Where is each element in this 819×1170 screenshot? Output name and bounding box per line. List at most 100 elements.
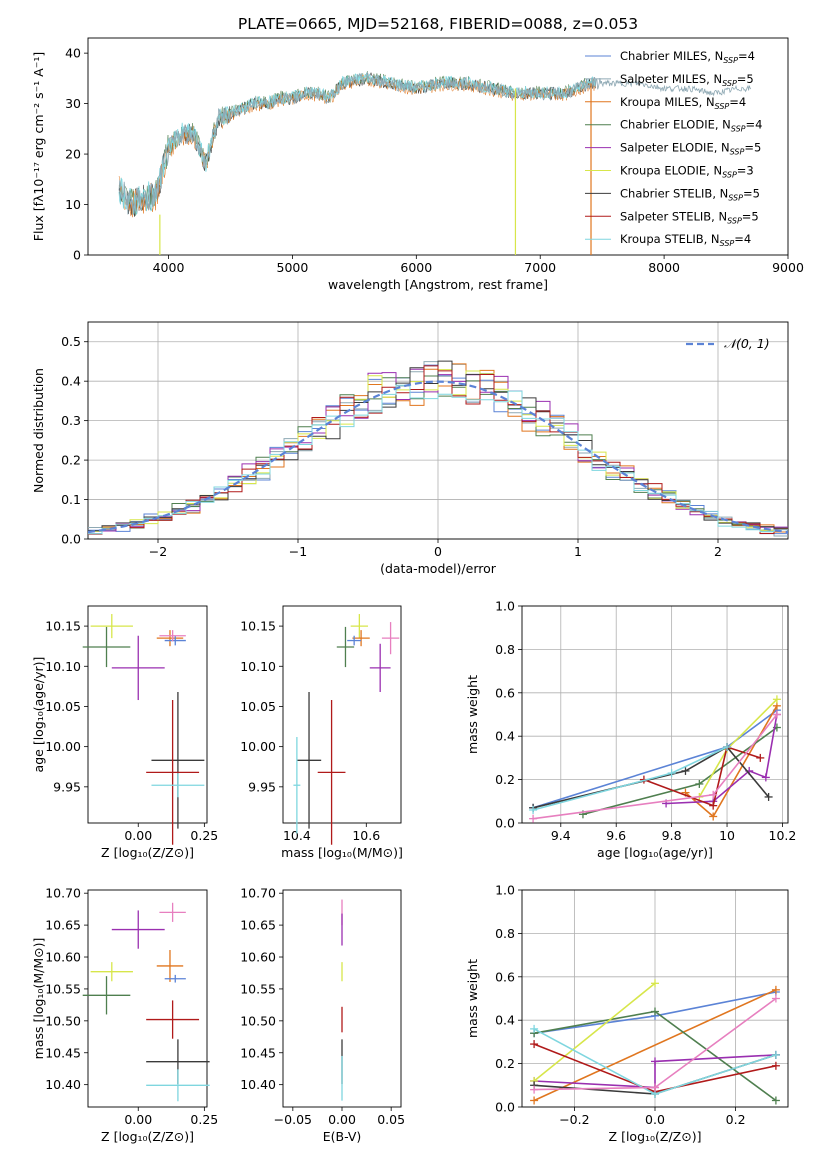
y-tick-label: 0.8 [495, 926, 515, 941]
y-tick-label: 0.0 [61, 532, 81, 547]
y-tick-label: 10.60 [45, 950, 81, 965]
axes-frame [87, 321, 789, 540]
x-tick-label: 4000 [153, 260, 185, 275]
y-axis-label: Normed distribution [31, 368, 46, 493]
x-tick-label: 0.25 [190, 828, 218, 843]
axes-frame [87, 605, 208, 824]
axes-frame [282, 605, 402, 824]
x-tick-label: 10.4 [283, 828, 311, 843]
x-tick-label: −0.2 [559, 1112, 589, 1127]
legend-entry: Chabrier STELIB, NSSP=5 [620, 186, 760, 202]
x-tick-label: 6000 [400, 260, 432, 275]
y-tick-label: 10.70 [240, 886, 276, 901]
y-tick-label: 10.65 [45, 918, 81, 933]
x-tick-label: 0.00 [328, 1112, 356, 1127]
x-tick-label: 9000 [772, 260, 804, 275]
x-tick-label: 0.00 [124, 1112, 152, 1127]
x-tick-label: 5000 [277, 260, 309, 275]
plot-layer: 4000 5000 6000 7000 8000 9000010203040wavelen… [31, 37, 804, 1144]
legend-entry: Chabrier MILES, NSSP=4 [620, 49, 755, 65]
x-tick-label: 0.2 [726, 1112, 746, 1127]
y-tick-label: 9.95 [248, 779, 276, 794]
histogram-step [88, 360, 788, 532]
age_vs_mass-panel: 10.4 10.6 9.95 10.00 10.05 10.10 10.15 mass [lo… [240, 605, 403, 860]
y-tick-label: 10.50 [240, 1013, 276, 1028]
y-axis-label: mass weight [465, 675, 480, 754]
y-tick-label: 1.0 [495, 599, 515, 614]
y-tick-label: 10.55 [240, 981, 276, 996]
y-tick-label: 0.1 [61, 492, 81, 507]
x-axis-label: E(B-V) [323, 1129, 362, 1144]
x-tick-label: 2 [714, 544, 722, 559]
y-tick-label: 0.4 [495, 1013, 515, 1028]
legend-entry: Salpeter MILES, NSSP=5 [620, 72, 754, 88]
x-tick-label: 7000 [524, 260, 556, 275]
y-tick-label: 10 [65, 197, 81, 212]
x-tick-label: 0.05 [377, 1112, 405, 1127]
x-axis-label: age [log₁₀(age/yr)] [597, 845, 713, 860]
y-axis-label: age [log₁₀(age/yr)] [31, 657, 46, 773]
y-tick-label: 0.3 [61, 413, 81, 428]
x-axis-label: Z [log₁₀(Z/Z⊙)] [101, 1129, 194, 1144]
y-tick-label: 0.4 [61, 374, 81, 389]
x-tick-label: 0 [434, 544, 442, 559]
x-tick-label: −1 [289, 544, 307, 559]
y-tick-label: 0.5 [61, 334, 81, 349]
weight-series-line [532, 714, 778, 820]
y-axis-label: Flux [fλ10⁻¹⁷ erg cm⁻² s⁻¹ A⁻¹] [31, 52, 46, 241]
x-tick-label: 8000 [648, 260, 680, 275]
mass_vs_ebv-panel: −0.05 0.00 0.05 10.40 10.45 10.50 10.55 10.60 10… [240, 886, 405, 1144]
x-axis-label: mass [log₁₀(M/M⊙)] [281, 845, 403, 860]
x-axis-label: Z [log₁₀(Z/Z⊙)] [101, 845, 194, 860]
x-tick-label: −0.05 [274, 1112, 312, 1127]
massweight_vs_age-panel: 9.4 9.6 9.8 10 10.2 0.0 0.2 0.4 0.6 0.8 1.0 age [lo… [465, 599, 796, 861]
x-tick-label: 0.0 [645, 1112, 665, 1127]
y-axis-label: mass [log₁₀(M/M⊙)] [31, 938, 46, 1060]
weight-series-line [698, 698, 778, 798]
x-tick-label: −2 [149, 544, 167, 559]
y-tick-label: 0.8 [495, 642, 515, 657]
x-tick-label: 10.2 [769, 828, 797, 843]
legend-entry: Kroupa MILES, NSSP=4 [620, 95, 746, 111]
histogram-step [88, 384, 788, 535]
y-tick-label: 0.2 [495, 772, 515, 787]
axes-frame [521, 889, 789, 1108]
weight-series-line [643, 745, 761, 807]
y-tick-label: 10.40 [240, 1077, 276, 1092]
y-tick-label: 10.15 [45, 619, 81, 634]
weight-series-line [532, 709, 778, 809]
y-tick-label: 10.60 [240, 950, 276, 965]
weight-series-line [533, 989, 777, 1102]
axes-frame [521, 605, 789, 824]
age_vs_Z-panel: 0.00 0.25 9.95 10.00 10.05 10.10 10.15 Z [log₁₀… [31, 605, 218, 860]
figure-title: PLATE=0665, MJD=52168, FIBERID=0088, z=0… [238, 15, 638, 33]
spectrum-panel: 4000 5000 6000 7000 8000 9000 0 10 20 30 40 wavelen… [31, 37, 804, 292]
y-tick-label: 0.2 [495, 1056, 515, 1071]
y-axis-label: mass weight [465, 959, 480, 1038]
x-tick-label: 0.25 [190, 1112, 218, 1127]
legend-entry: Kroupa ELODIE, NSSP=3 [620, 164, 754, 180]
x-axis-label: wavelength [Angstrom, rest frame] [328, 277, 548, 292]
axes-frame [282, 889, 402, 1108]
y-tick-label: 10.70 [45, 886, 81, 901]
legend-entry: Salpeter STELIB, NSSP=5 [620, 209, 759, 225]
y-tick-label: 10.50 [45, 1013, 81, 1028]
axes-frame [87, 37, 789, 256]
y-tick-label: 20 [65, 147, 81, 162]
y-tick-label: 1.0 [495, 883, 515, 898]
y-tick-label: 10.45 [45, 1045, 81, 1060]
x-tick-label: 9.4 [551, 828, 571, 843]
y-tick-label: 0 [73, 248, 81, 263]
y-tick-label: 10.00 [240, 739, 276, 754]
legend-entry: Salpeter ELODIE, NSSP=5 [620, 141, 761, 157]
y-tick-label: 40 [65, 46, 81, 61]
legend-entry: Chabrier ELODIE, NSSP=4 [620, 118, 762, 134]
x-tick-label: 10 [719, 828, 735, 843]
y-tick-label: 0.2 [61, 453, 81, 468]
weight-series-line [534, 1054, 776, 1089]
y-tick-label: 30 [65, 96, 81, 111]
spectrum-line [118, 71, 752, 215]
axes-frame [87, 889, 208, 1108]
y-tick-label: 10.15 [240, 619, 276, 634]
